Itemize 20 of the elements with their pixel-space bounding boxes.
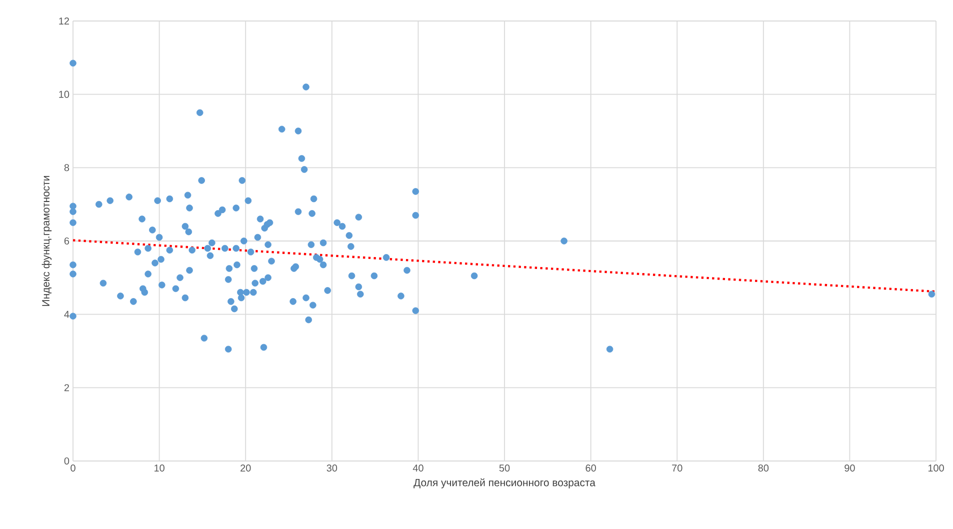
x-tick-label: 60: [586, 464, 596, 472]
y-tick-label: 2: [64, 384, 69, 392]
x-tick-label: 10: [154, 464, 164, 472]
x-axis-title: Доля учителей пенсионного возраста: [414, 478, 596, 488]
x-tick-label: 0: [70, 464, 76, 472]
x-tick-label: 40: [412, 464, 424, 472]
x-tick-label: 50: [499, 464, 510, 472]
y-tick-label: 10: [59, 90, 70, 98]
x-tick-label: 100: [928, 464, 944, 472]
x-tick-label: 90: [844, 464, 855, 472]
y-tick-label: 6: [64, 237, 70, 245]
x-tick-label: 30: [326, 464, 338, 472]
y-axis-title: Индекс функц.грамотности: [42, 176, 52, 306]
y-tick-label: 12: [59, 18, 69, 24]
x-tick-label: 20: [240, 464, 251, 472]
x-tick-label: 70: [672, 464, 682, 472]
y-tick-label: 4: [64, 310, 70, 318]
y-tick-label: 0: [64, 457, 70, 465]
x-tick-label: 80: [758, 464, 769, 472]
y-tick-label: 8: [64, 164, 70, 172]
